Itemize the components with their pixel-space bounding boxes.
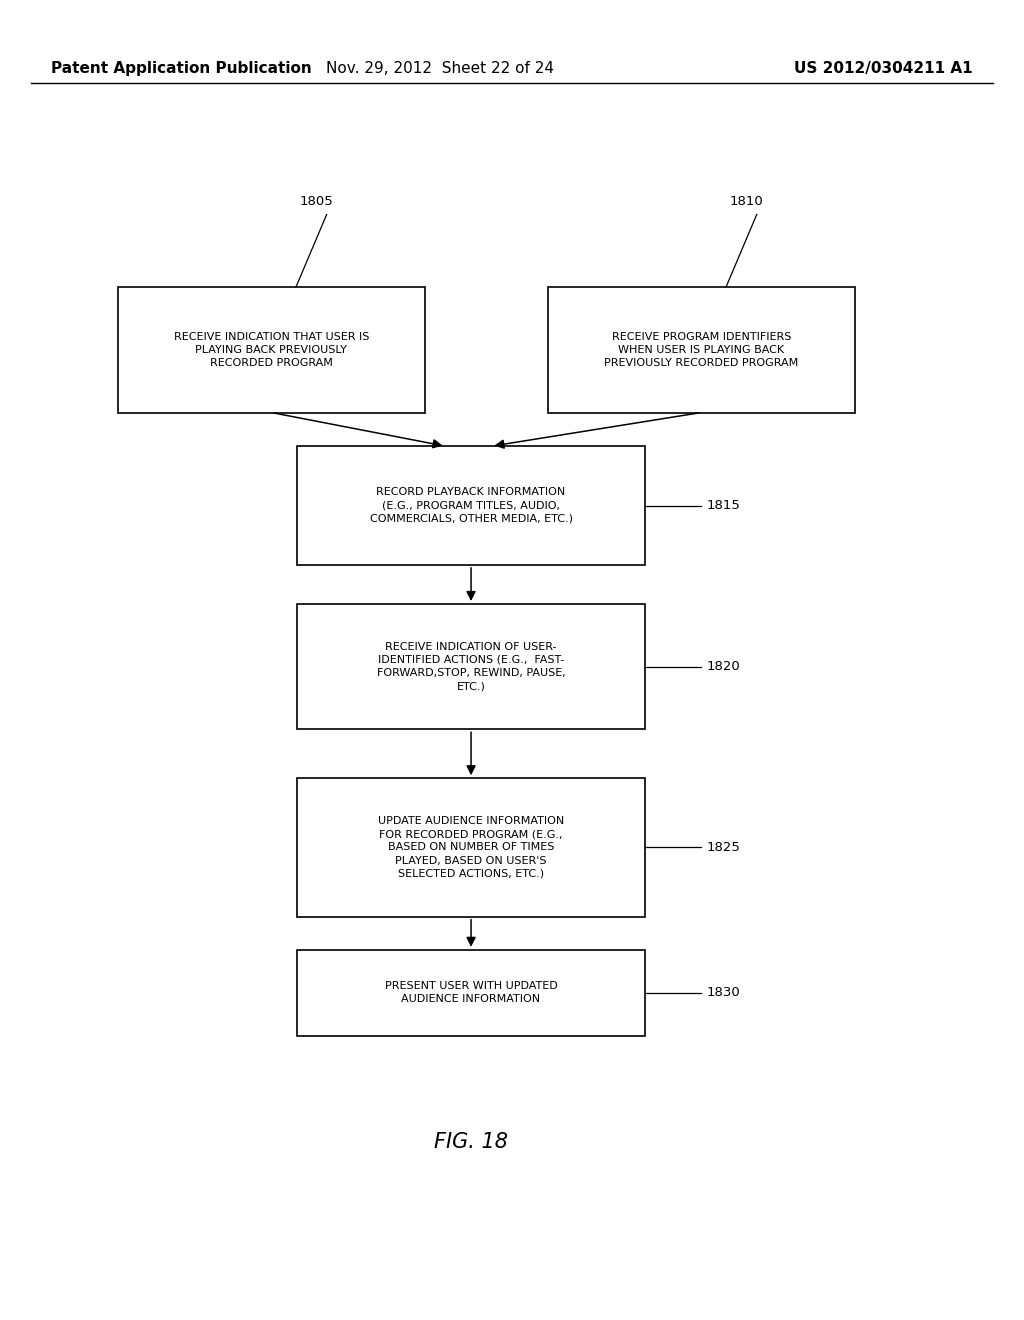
- Text: RECEIVE INDICATION THAT USER IS
PLAYING BACK PREVIOUSLY
RECORDED PROGRAM: RECEIVE INDICATION THAT USER IS PLAYING …: [174, 331, 369, 368]
- Text: 1815: 1815: [707, 499, 740, 512]
- Bar: [297, 446, 645, 565]
- Bar: [548, 288, 855, 412]
- Text: PRESENT USER WITH UPDATED
AUDIENCE INFORMATION: PRESENT USER WITH UPDATED AUDIENCE INFOR…: [385, 981, 557, 1005]
- Bar: [297, 605, 645, 729]
- Text: 1805: 1805: [300, 195, 333, 207]
- Text: UPDATE AUDIENCE INFORMATION
FOR RECORDED PROGRAM (E.G.,
BASED ON NUMBER OF TIMES: UPDATE AUDIENCE INFORMATION FOR RECORDED…: [378, 816, 564, 879]
- Text: 1810: 1810: [730, 195, 763, 207]
- Bar: [297, 779, 645, 916]
- Text: RECEIVE INDICATION OF USER-
IDENTIFIED ACTIONS (E.G.,  FAST-
FORWARD,STOP, REWIN: RECEIVE INDICATION OF USER- IDENTIFIED A…: [377, 642, 565, 692]
- Bar: [118, 288, 425, 412]
- Text: US 2012/0304211 A1: US 2012/0304211 A1: [795, 61, 973, 77]
- Text: 1820: 1820: [707, 660, 740, 673]
- Text: RECEIVE PROGRAM IDENTIFIERS
WHEN USER IS PLAYING BACK
PREVIOUSLY RECORDED PROGRA: RECEIVE PROGRAM IDENTIFIERS WHEN USER IS…: [604, 331, 799, 368]
- Bar: [297, 950, 645, 1035]
- Text: 1830: 1830: [707, 986, 740, 999]
- Text: 1825: 1825: [707, 841, 740, 854]
- Text: Patent Application Publication: Patent Application Publication: [51, 61, 312, 77]
- Text: RECORD PLAYBACK INFORMATION
(E.G., PROGRAM TITLES, AUDIO,
COMMERCIALS, OTHER MED: RECORD PLAYBACK INFORMATION (E.G., PROGR…: [370, 487, 572, 524]
- Text: FIG. 18: FIG. 18: [434, 1131, 508, 1152]
- Text: Nov. 29, 2012  Sheet 22 of 24: Nov. 29, 2012 Sheet 22 of 24: [327, 61, 554, 77]
